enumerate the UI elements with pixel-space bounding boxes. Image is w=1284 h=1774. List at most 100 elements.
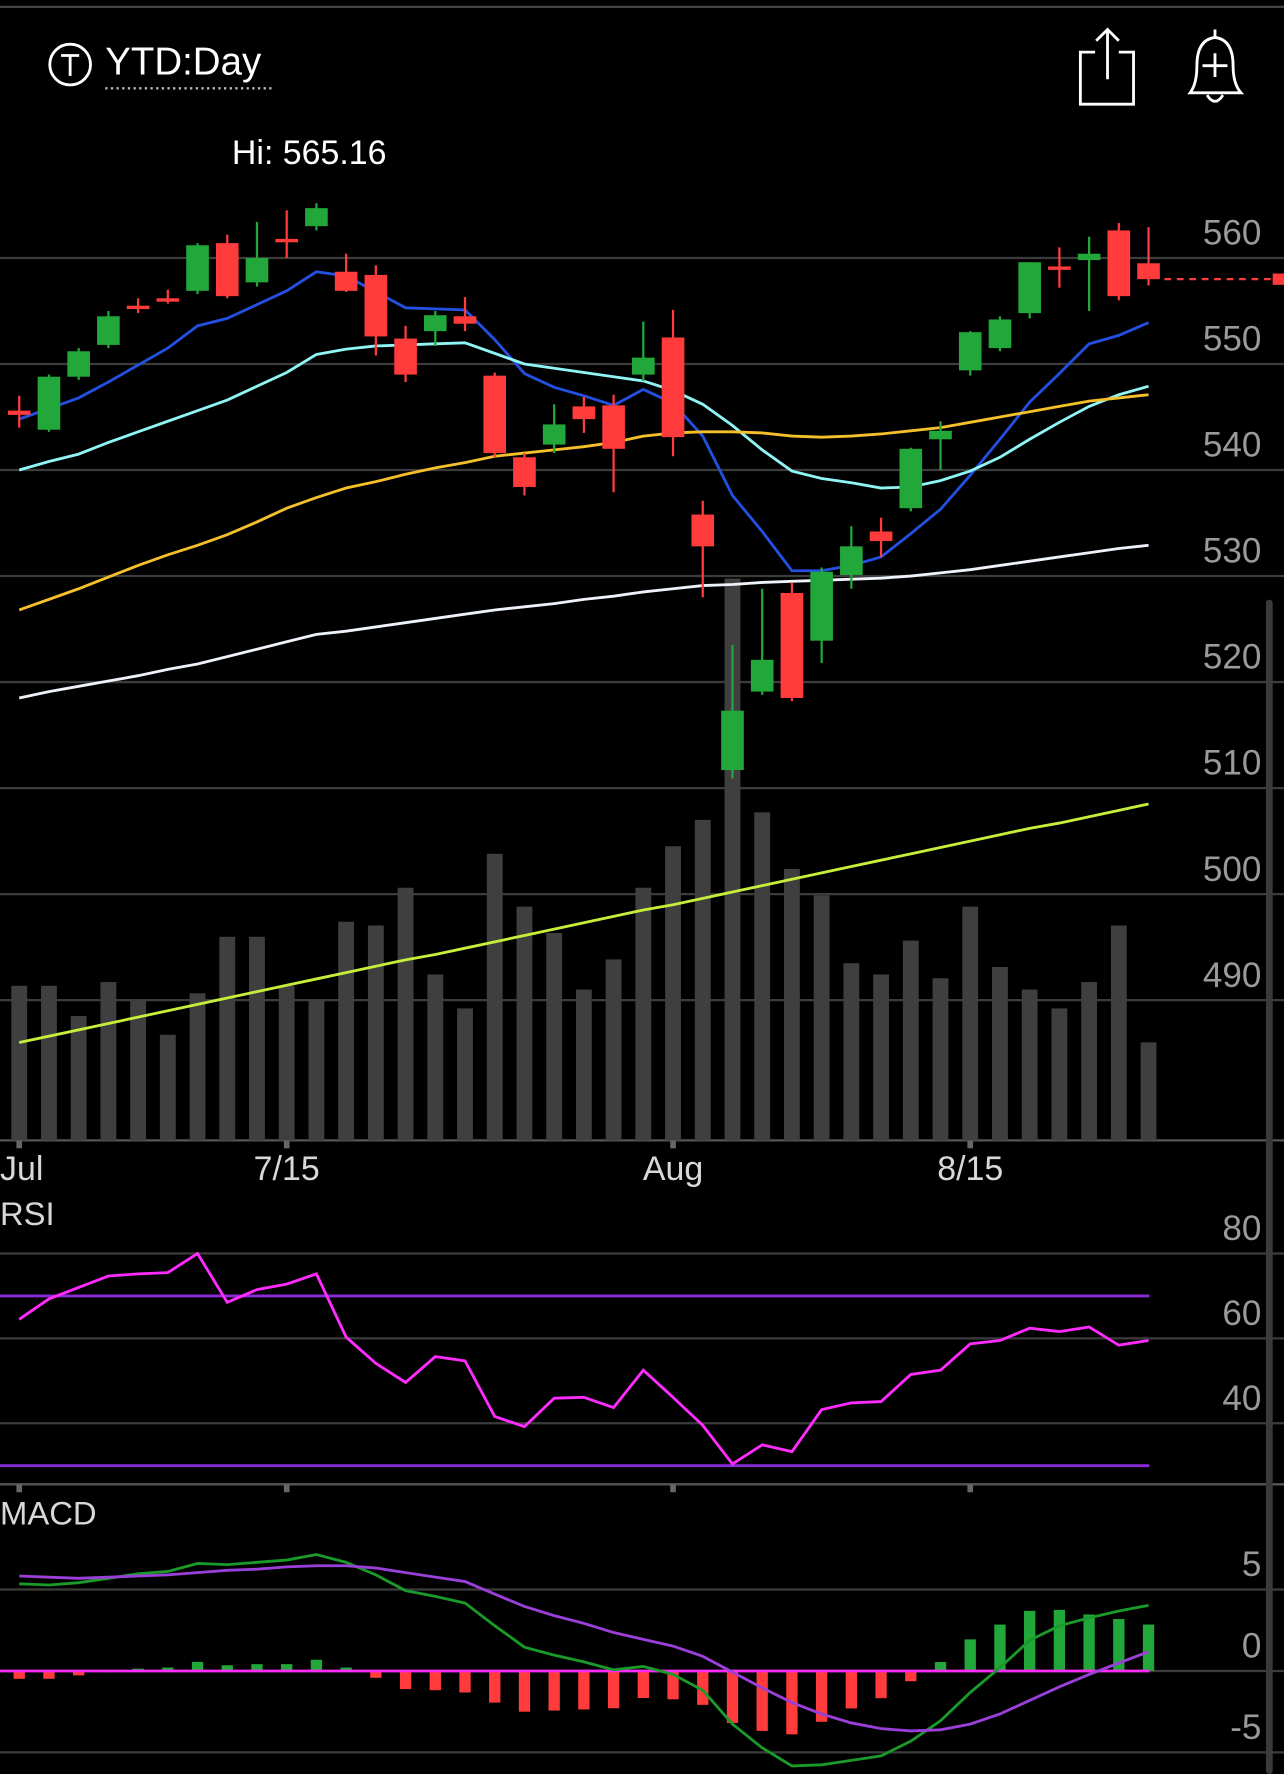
candle-body [1048, 266, 1071, 270]
timeframe-button[interactable]: YTD:Day [48, 41, 275, 90]
share-box [1078, 50, 1135, 106]
candle-body [215, 243, 239, 297]
candle-body [394, 338, 417, 375]
ticker-icon [48, 42, 92, 87]
volume-bar [367, 925, 384, 1141]
macd-histogram-bar [905, 1670, 917, 1682]
volume-bar [546, 933, 563, 1141]
candle-body [1018, 262, 1041, 314]
rsi-tick-label: 60 [1222, 1294, 1261, 1333]
share-arrow [1095, 27, 1120, 80]
macd-histogram-bar [578, 1670, 590, 1710]
macd-histogram-bar [1053, 1609, 1066, 1671]
candle-body [632, 357, 655, 375]
candle-body [899, 448, 923, 509]
volume-bar [1140, 1042, 1157, 1141]
candle-body [37, 376, 61, 430]
volume-bar [635, 887, 652, 1141]
price-tick-label: 520 [1203, 638, 1261, 677]
volume-bar [159, 1034, 176, 1141]
candle-body [1107, 230, 1131, 297]
candle-body [958, 332, 982, 371]
candle-body [156, 298, 180, 302]
volume-bar [962, 906, 979, 1141]
x-tick-label: Aug [643, 1150, 703, 1188]
high-annotation: Hi: 565.16 [232, 134, 387, 172]
candle-body [869, 531, 893, 542]
x-tick-label: Jul [0, 1150, 43, 1188]
price-tick-label: 550 [1203, 320, 1261, 359]
macd-histogram-bar [310, 1659, 323, 1671]
macd-histogram-bar [399, 1670, 412, 1690]
macd-histogram-bar [429, 1670, 441, 1691]
candle-body [988, 319, 1012, 349]
macd-histogram-bar [1113, 1619, 1125, 1671]
price-tick-label: 560 [1203, 214, 1261, 253]
moving-average [18, 270, 1150, 573]
candle-body [186, 245, 209, 291]
volume-bar [902, 940, 919, 1141]
volume-bar [427, 974, 444, 1141]
macd-histogram-bar [637, 1670, 649, 1699]
scrollbar [1265, 599, 1273, 1774]
volume-bar [397, 887, 414, 1141]
volume-bar [873, 974, 889, 1141]
x-tick-label: 7/15 [254, 1150, 320, 1188]
volume-bar [783, 868, 800, 1141]
macd-histogram-bar [518, 1670, 531, 1712]
volume-bar [992, 966, 1008, 1141]
candle-body [483, 375, 507, 454]
volume-bar [813, 895, 830, 1141]
macd-tick-label: 0 [1242, 1627, 1262, 1666]
rsi-title: RSI [0, 1195, 55, 1232]
macd-histogram-bar [1142, 1624, 1155, 1671]
volume-bar [486, 853, 503, 1141]
macd-histogram-bar [875, 1670, 887, 1699]
macd-histogram-bar [221, 1665, 233, 1671]
candle-body [126, 305, 150, 310]
macd-line [19, 1553, 1149, 1768]
candle-body [7, 410, 31, 415]
price-tick-label: 530 [1203, 532, 1261, 571]
volume-bar [457, 1008, 473, 1141]
macd-title: MACD [0, 1495, 97, 1532]
share-button[interactable] [1078, 27, 1135, 106]
candle-body [780, 593, 804, 698]
macd-tick-label: -5 [1230, 1708, 1261, 1747]
candle-body [334, 271, 358, 291]
candle-body [67, 351, 90, 377]
macd-histogram-bar [191, 1661, 204, 1671]
candle-body [602, 405, 625, 449]
macd-histogram-bar [845, 1670, 858, 1709]
macd-histogram-bar [43, 1670, 55, 1679]
alert-button[interactable] [1187, 29, 1245, 103]
volume-bar [338, 921, 355, 1141]
volume-bar [278, 985, 295, 1141]
price-tick-label: 540 [1203, 426, 1261, 465]
candle-body [750, 659, 774, 692]
macd-histogram-bar [73, 1670, 85, 1676]
volume-bar [932, 978, 949, 1141]
candle-body [364, 274, 388, 337]
rsi-line [18, 1251, 1149, 1466]
moving-average [18, 802, 1149, 1044]
macd-histogram-bar [340, 1667, 352, 1671]
candle-body [542, 424, 566, 445]
macd-tick-label: 5 [1242, 1545, 1262, 1584]
macd-histogram-bar [489, 1670, 501, 1703]
candle-body [1137, 263, 1160, 280]
rsi-tick-label: 40 [1222, 1379, 1261, 1418]
candle-body [513, 457, 536, 487]
bell-plus-icon [1187, 29, 1245, 103]
candle-body [691, 514, 715, 547]
macd-histogram-bar [964, 1639, 976, 1671]
timeframe-label: YTD:Day [105, 41, 262, 84]
ticker-icon-letter [61, 54, 80, 76]
candle-body [453, 316, 477, 324]
volume-bar [694, 819, 711, 1141]
macd-histogram-bar [281, 1664, 293, 1671]
volume-bar [41, 985, 57, 1141]
candle-body [840, 546, 863, 575]
